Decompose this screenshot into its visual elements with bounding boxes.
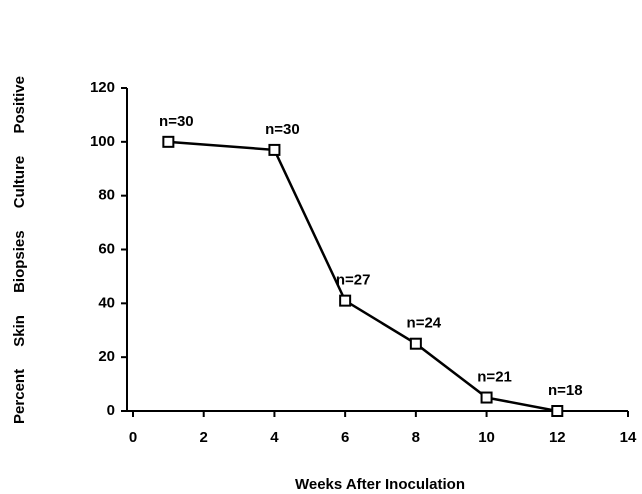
y-tick-label: 20 bbox=[98, 348, 115, 365]
annotation: n=30 bbox=[159, 113, 194, 130]
x-tick-label: 2 bbox=[200, 429, 208, 446]
marker bbox=[162, 135, 175, 148]
annotation: n=21 bbox=[477, 369, 512, 386]
y-tick-label: 100 bbox=[90, 133, 115, 150]
annotation: n=27 bbox=[336, 272, 371, 289]
marker bbox=[551, 405, 564, 417]
y-tick-label: 60 bbox=[98, 240, 115, 257]
marker bbox=[339, 294, 352, 307]
x-tick-label: 0 bbox=[129, 429, 137, 446]
marker bbox=[480, 391, 493, 404]
line bbox=[168, 140, 558, 413]
y-tick-label: 0 bbox=[107, 402, 115, 419]
annotation: n=30 bbox=[265, 121, 300, 138]
y-tick-label: 80 bbox=[98, 187, 115, 204]
marker bbox=[409, 337, 422, 350]
x-tick-label: 12 bbox=[549, 429, 566, 446]
x-tick-label: 10 bbox=[478, 429, 495, 446]
x-tick-label: 8 bbox=[412, 429, 420, 446]
annotation: n=18 bbox=[548, 382, 583, 399]
x-tick-label: 6 bbox=[341, 429, 349, 446]
y-tick-label: 120 bbox=[90, 79, 115, 96]
annotation: n=24 bbox=[407, 315, 442, 332]
x-tick-label: 4 bbox=[270, 429, 279, 446]
x-tick-label: 14 bbox=[620, 429, 637, 446]
y-tick-label: 40 bbox=[98, 294, 115, 311]
x-axis-label: Weeks After Inoculation bbox=[295, 476, 465, 493]
marker bbox=[268, 143, 281, 156]
y-axis-label: Percent Skin Biopsies Culture Positive bbox=[11, 76, 28, 424]
